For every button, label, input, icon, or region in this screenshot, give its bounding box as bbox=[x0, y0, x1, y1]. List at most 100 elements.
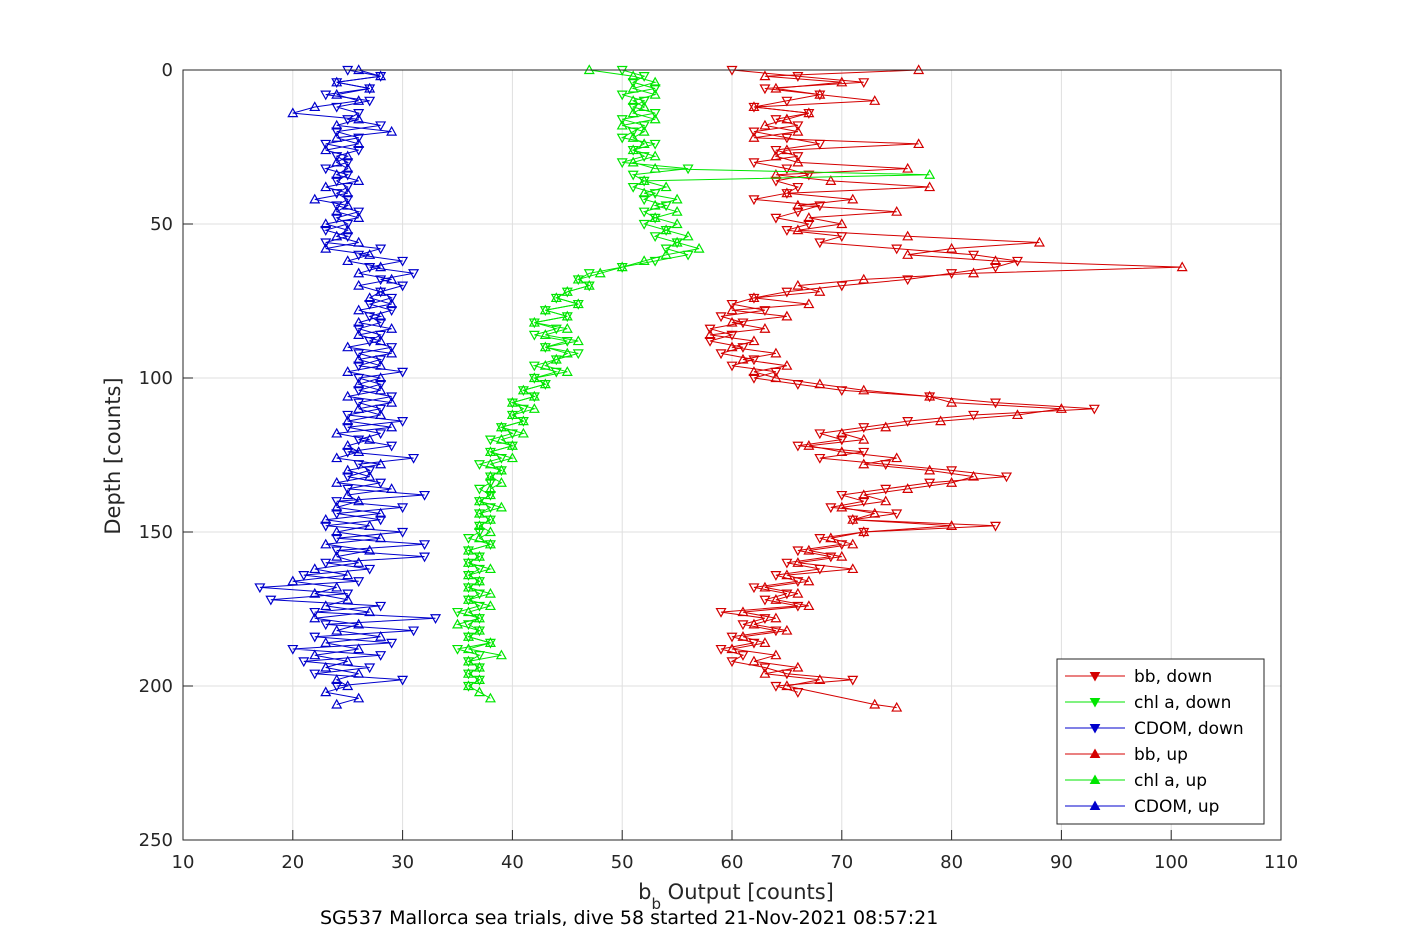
data-point bbox=[342, 415, 354, 426]
data-point bbox=[748, 292, 760, 303]
data-point bbox=[770, 612, 782, 623]
x-axis-label-subscript: b bbox=[651, 895, 661, 913]
data-point bbox=[353, 349, 365, 360]
data-point bbox=[342, 390, 354, 401]
data-point bbox=[781, 164, 793, 175]
data-point bbox=[792, 661, 804, 672]
data-point bbox=[375, 651, 387, 661]
data-point bbox=[353, 250, 365, 261]
data-point bbox=[792, 207, 804, 218]
data-point bbox=[484, 470, 496, 481]
data-point bbox=[320, 558, 332, 569]
data-point bbox=[331, 674, 343, 684]
data-point bbox=[528, 390, 540, 401]
y-tick-label: 250 bbox=[139, 830, 173, 851]
data-point bbox=[309, 607, 321, 618]
data-point bbox=[649, 150, 661, 161]
data-point bbox=[331, 476, 343, 487]
data-point bbox=[561, 310, 573, 321]
data-point bbox=[924, 181, 936, 192]
data-point bbox=[342, 158, 354, 169]
data-point bbox=[704, 336, 716, 347]
data-point bbox=[451, 618, 464, 629]
data-point bbox=[627, 95, 639, 105]
data-point bbox=[572, 349, 584, 360]
data-point bbox=[484, 458, 496, 469]
data-point bbox=[1011, 409, 1024, 420]
data-point bbox=[792, 156, 804, 167]
data-point bbox=[836, 550, 848, 561]
data-point bbox=[287, 575, 299, 586]
data-point bbox=[375, 310, 387, 321]
data-point bbox=[1000, 472, 1013, 483]
data-point bbox=[484, 538, 496, 549]
data-point bbox=[627, 70, 639, 81]
data-point bbox=[627, 78, 639, 89]
data-point bbox=[309, 563, 321, 574]
data-point bbox=[803, 440, 815, 450]
data-point bbox=[682, 230, 694, 241]
data-point bbox=[759, 637, 771, 647]
data-point bbox=[484, 637, 496, 647]
data-point bbox=[924, 478, 936, 489]
data-point bbox=[353, 353, 365, 364]
x-tick-label: 90 bbox=[1050, 852, 1073, 873]
data-point bbox=[517, 384, 529, 395]
data-point bbox=[331, 624, 343, 635]
data-point bbox=[375, 318, 387, 329]
data-point bbox=[287, 644, 299, 655]
x-tick-label: 60 bbox=[721, 852, 744, 873]
data-point bbox=[770, 594, 782, 604]
data-point bbox=[649, 199, 661, 210]
data-point bbox=[495, 476, 507, 487]
data-point bbox=[386, 298, 398, 309]
data-point bbox=[484, 587, 496, 598]
data-point bbox=[375, 261, 387, 272]
data-point bbox=[364, 606, 376, 617]
data-point bbox=[836, 281, 848, 292]
data-point bbox=[792, 72, 804, 82]
data-point bbox=[594, 267, 606, 278]
data-point bbox=[331, 534, 343, 544]
data-point bbox=[342, 232, 354, 243]
data-point bbox=[638, 219, 650, 230]
legend-item: chl a, up bbox=[1065, 771, 1207, 791]
data-point bbox=[462, 581, 475, 592]
data-point bbox=[847, 193, 859, 204]
data-point bbox=[375, 335, 387, 346]
data-point bbox=[880, 421, 892, 432]
data-point bbox=[792, 441, 804, 452]
data-point bbox=[353, 175, 365, 185]
data-point bbox=[353, 236, 365, 247]
data-point bbox=[737, 651, 749, 661]
data-point bbox=[473, 550, 485, 561]
x-tick-label: 110 bbox=[1264, 852, 1298, 873]
data-point bbox=[473, 674, 485, 684]
data-point bbox=[375, 384, 387, 395]
data-point bbox=[364, 564, 376, 575]
data-point bbox=[473, 532, 485, 543]
x-tick-label: 20 bbox=[281, 852, 304, 873]
data-point bbox=[847, 513, 859, 524]
data-point bbox=[803, 544, 815, 555]
data-point bbox=[561, 322, 573, 333]
data-point bbox=[342, 472, 354, 483]
data-point bbox=[539, 341, 551, 352]
data-point bbox=[836, 435, 848, 446]
data-point bbox=[375, 409, 387, 420]
data-point bbox=[836, 446, 848, 457]
data-point bbox=[825, 552, 837, 563]
data-point bbox=[309, 193, 321, 204]
legend-marker bbox=[1089, 672, 1101, 682]
data-point bbox=[924, 390, 936, 401]
data-point bbox=[638, 195, 650, 206]
x-tick-label: 30 bbox=[391, 852, 414, 873]
data-point bbox=[770, 649, 782, 660]
data-point bbox=[331, 76, 343, 87]
data-point bbox=[561, 366, 573, 376]
data-point bbox=[451, 607, 464, 618]
data-point bbox=[342, 150, 354, 161]
data-point bbox=[946, 269, 958, 280]
data-point bbox=[836, 427, 848, 438]
data-point bbox=[704, 329, 716, 339]
